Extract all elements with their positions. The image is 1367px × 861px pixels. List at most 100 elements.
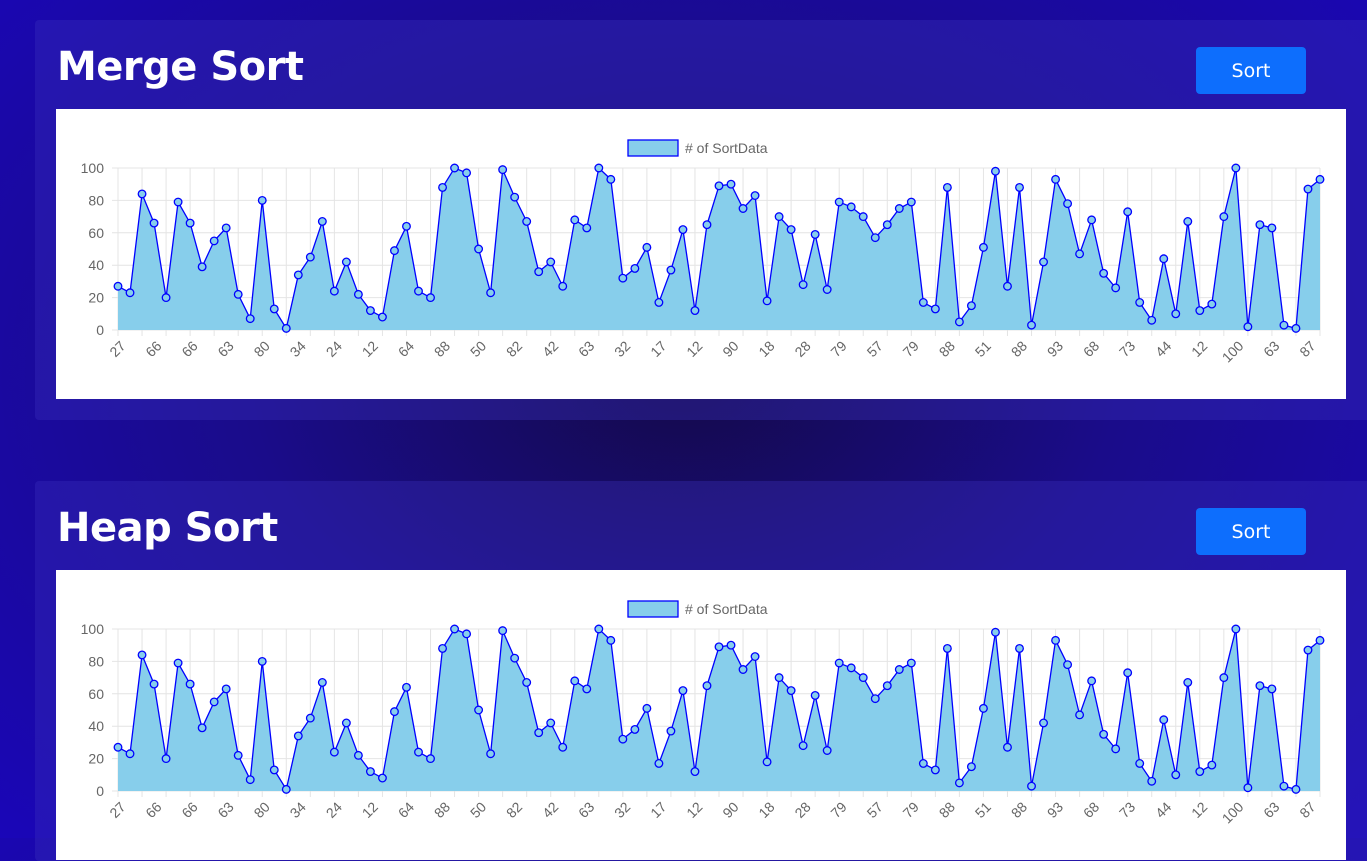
- data-point[interactable]: [1255, 681, 1265, 691]
- data-point[interactable]: [1231, 624, 1241, 634]
- data-point[interactable]: [606, 635, 616, 645]
- data-point[interactable]: [750, 652, 760, 661]
- data-point[interactable]: [113, 281, 123, 291]
- data-point[interactable]: [822, 285, 832, 294]
- data-point[interactable]: [630, 724, 640, 734]
- data-point[interactable]: [750, 191, 760, 200]
- data-point[interactable]: [786, 225, 796, 235]
- data-point[interactable]: [1087, 215, 1097, 225]
- data-point[interactable]: [630, 263, 640, 273]
- data-point[interactable]: [570, 676, 580, 686]
- data-point[interactable]: [1243, 783, 1253, 793]
- data-point[interactable]: [125, 749, 135, 759]
- data-point[interactable]: [798, 280, 808, 290]
- data-point[interactable]: [846, 663, 856, 673]
- data-point[interactable]: [738, 665, 748, 674]
- data-point[interactable]: [570, 215, 580, 225]
- data-point[interactable]: [738, 204, 748, 213]
- data-point[interactable]: [810, 229, 820, 239]
- data-point[interactable]: [942, 643, 952, 653]
- data-point[interactable]: [426, 293, 435, 303]
- data-point[interactable]: [185, 218, 195, 228]
- data-point[interactable]: [1195, 306, 1205, 316]
- data-point[interactable]: [1123, 207, 1133, 217]
- data-point[interactable]: [1063, 199, 1073, 209]
- data-point[interactable]: [1303, 184, 1313, 194]
- data-point[interactable]: [317, 217, 327, 226]
- data-point[interactable]: [173, 658, 183, 668]
- data-point[interactable]: [161, 754, 171, 764]
- data-point[interactable]: [954, 778, 964, 788]
- data-point[interactable]: [834, 658, 844, 668]
- data-point[interactable]: [606, 174, 616, 184]
- data-point[interactable]: [510, 192, 520, 202]
- data-point[interactable]: [1075, 710, 1085, 720]
- data-point[interactable]: [1147, 315, 1157, 325]
- data-point[interactable]: [594, 624, 604, 634]
- data-point[interactable]: [714, 181, 724, 191]
- data-point[interactable]: [522, 217, 532, 226]
- data-point[interactable]: [1051, 635, 1061, 645]
- data-point[interactable]: [438, 643, 447, 653]
- data-point[interactable]: [1207, 299, 1217, 309]
- data-point[interactable]: [377, 312, 387, 322]
- data-point[interactable]: [185, 679, 195, 689]
- data-point[interactable]: [1111, 744, 1121, 754]
- data-point[interactable]: [498, 626, 508, 636]
- data-point[interactable]: [474, 705, 484, 715]
- data-point[interactable]: [1063, 660, 1073, 670]
- data-point[interactable]: [1159, 254, 1169, 264]
- data-point[interactable]: [438, 182, 447, 192]
- data-point[interactable]: [257, 656, 267, 666]
- data-point[interactable]: [882, 220, 892, 230]
- data-point[interactable]: [498, 165, 508, 175]
- data-point[interactable]: [1279, 320, 1289, 330]
- data-point[interactable]: [510, 653, 520, 663]
- data-point[interactable]: [257, 195, 267, 205]
- data-point[interactable]: [1183, 217, 1193, 226]
- data-point[interactable]: [1051, 174, 1061, 184]
- data-point[interactable]: [486, 749, 496, 759]
- data-point[interactable]: [966, 762, 976, 772]
- data-point[interactable]: [1231, 163, 1241, 173]
- data-point[interactable]: [991, 627, 1000, 637]
- data-point[interactable]: [678, 686, 688, 696]
- data-point[interactable]: [582, 223, 592, 233]
- data-point[interactable]: [918, 298, 928, 307]
- data-point[interactable]: [618, 734, 628, 744]
- data-point[interactable]: [666, 726, 676, 736]
- data-point[interactable]: [1219, 212, 1229, 222]
- data-point[interactable]: [690, 767, 700, 777]
- data-point[interactable]: [1015, 182, 1024, 192]
- data-point[interactable]: [834, 197, 844, 207]
- data-point[interactable]: [882, 681, 892, 691]
- data-point[interactable]: [906, 658, 916, 668]
- data-point[interactable]: [594, 163, 604, 173]
- data-point[interactable]: [1219, 673, 1229, 683]
- data-point[interactable]: [942, 182, 952, 192]
- data-point[interactable]: [966, 301, 976, 311]
- data-point[interactable]: [450, 163, 460, 173]
- data-point[interactable]: [317, 678, 327, 687]
- data-point[interactable]: [1075, 249, 1085, 259]
- data-point[interactable]: [462, 168, 472, 178]
- data-point[interactable]: [474, 244, 484, 254]
- data-point[interactable]: [245, 314, 255, 324]
- data-point[interactable]: [125, 288, 135, 298]
- data-point[interactable]: [1087, 676, 1097, 686]
- data-point[interactable]: [137, 650, 147, 660]
- data-point[interactable]: [341, 257, 351, 267]
- data-point[interactable]: [702, 681, 712, 691]
- data-point[interactable]: [450, 624, 460, 634]
- data-point[interactable]: [173, 197, 183, 207]
- data-point[interactable]: [522, 678, 532, 687]
- data-point[interactable]: [1243, 322, 1253, 332]
- data-point[interactable]: [1135, 298, 1145, 307]
- data-point[interactable]: [1291, 323, 1301, 333]
- data-point[interactable]: [353, 750, 363, 760]
- data-point[interactable]: [1279, 781, 1289, 791]
- data-point[interactable]: [197, 723, 207, 733]
- data-point[interactable]: [894, 204, 904, 213]
- data-point[interactable]: [113, 742, 123, 752]
- data-point[interactable]: [233, 289, 243, 299]
